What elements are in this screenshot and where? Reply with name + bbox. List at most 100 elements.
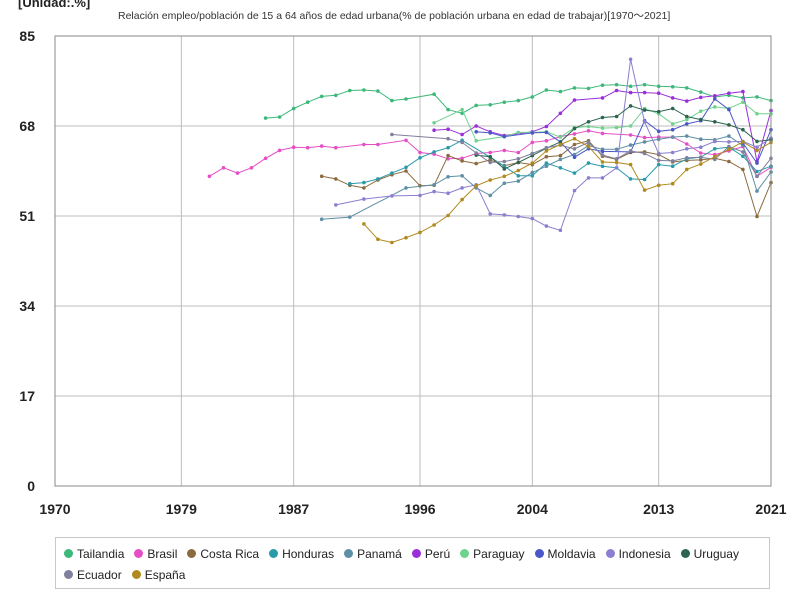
data-point (334, 145, 338, 150)
data-point (558, 142, 563, 147)
data-point (741, 150, 745, 154)
data-point (544, 124, 549, 129)
data-point (614, 125, 619, 130)
data-point (558, 153, 563, 158)
data-point (488, 178, 493, 182)
data-point (614, 157, 619, 161)
data-point (446, 145, 450, 150)
data-point (404, 235, 408, 240)
data-point (446, 153, 450, 158)
data-point (755, 148, 759, 153)
data-point (390, 194, 394, 198)
legend-item: Perú (411, 543, 451, 564)
series-layer (207, 57, 773, 245)
data-point (404, 186, 408, 190)
data-point (502, 100, 507, 104)
data-point (572, 136, 577, 141)
legend-label: Brasil (147, 546, 178, 561)
data-point (600, 153, 605, 157)
data-point (572, 188, 577, 193)
data-point (530, 151, 535, 156)
data-point (376, 142, 380, 147)
data-point (600, 131, 605, 136)
data-point (474, 184, 479, 188)
data-point (530, 95, 535, 99)
data-point (362, 180, 366, 185)
data-point (319, 217, 324, 221)
data-point (530, 174, 535, 178)
data-point (642, 188, 647, 192)
legend-label: España (144, 567, 186, 582)
data-point (305, 100, 310, 104)
data-point (713, 157, 717, 162)
data-point (656, 84, 661, 89)
data-point (460, 174, 464, 178)
data-point (207, 174, 212, 179)
data-point (699, 109, 703, 113)
data-point (530, 140, 535, 145)
data-point (488, 131, 493, 135)
data-point (502, 181, 507, 185)
data-point (474, 139, 479, 143)
data-point (362, 88, 366, 92)
data-point (727, 91, 731, 95)
data-point (418, 150, 422, 155)
data-point (544, 224, 549, 228)
data-point (530, 170, 535, 175)
data-point (685, 147, 689, 151)
data-point (530, 161, 535, 165)
data-point (572, 147, 577, 151)
data-point (544, 149, 549, 153)
data-point (460, 107, 464, 112)
x-tick-label: 2004 (517, 501, 548, 517)
x-tick-label: 2013 (643, 501, 674, 517)
data-point (642, 90, 647, 95)
legend-label: Tailandia (77, 546, 125, 561)
data-point (418, 230, 422, 235)
legend-swatch (411, 549, 421, 558)
data-point (432, 189, 436, 194)
data-point (572, 132, 577, 136)
legend-swatch (344, 549, 354, 558)
data-point (502, 167, 507, 171)
legend-label: Panamá (357, 546, 402, 561)
data-point (628, 143, 633, 147)
legend-item: Tailandia (64, 543, 124, 564)
series-line (476, 105, 772, 170)
data-point (685, 142, 689, 146)
legend-swatch (680, 549, 690, 558)
legend-label: Perú (424, 546, 451, 561)
data-point (670, 164, 675, 168)
data-point (460, 156, 464, 161)
data-point (642, 82, 647, 87)
data-point (755, 174, 759, 179)
data-point (544, 88, 549, 92)
data-point (446, 175, 450, 179)
data-point (685, 134, 689, 138)
data-point (614, 82, 619, 87)
legend-swatch (134, 549, 144, 558)
series-line (349, 139, 772, 185)
legend: Tailandia Brasil Costa Rica Honduras Panamá P… (55, 537, 770, 589)
data-point (502, 159, 507, 164)
data-point (572, 155, 577, 159)
data-point (474, 130, 479, 134)
data-point (713, 147, 717, 151)
unit-label: [Unidad:.%] (18, 0, 91, 10)
legend-swatch (534, 549, 544, 558)
data-point (572, 126, 577, 131)
data-point (656, 129, 661, 134)
data-point (319, 174, 324, 179)
data-point (348, 88, 352, 93)
data-point (670, 106, 675, 111)
data-point (614, 166, 619, 170)
data-point (460, 197, 464, 202)
data-point (544, 130, 549, 135)
data-point (727, 159, 731, 164)
data-point (362, 197, 366, 201)
data-point (699, 90, 703, 94)
data-point (628, 177, 633, 181)
data-point (390, 240, 394, 245)
data-point (432, 128, 436, 132)
data-point (741, 140, 745, 144)
